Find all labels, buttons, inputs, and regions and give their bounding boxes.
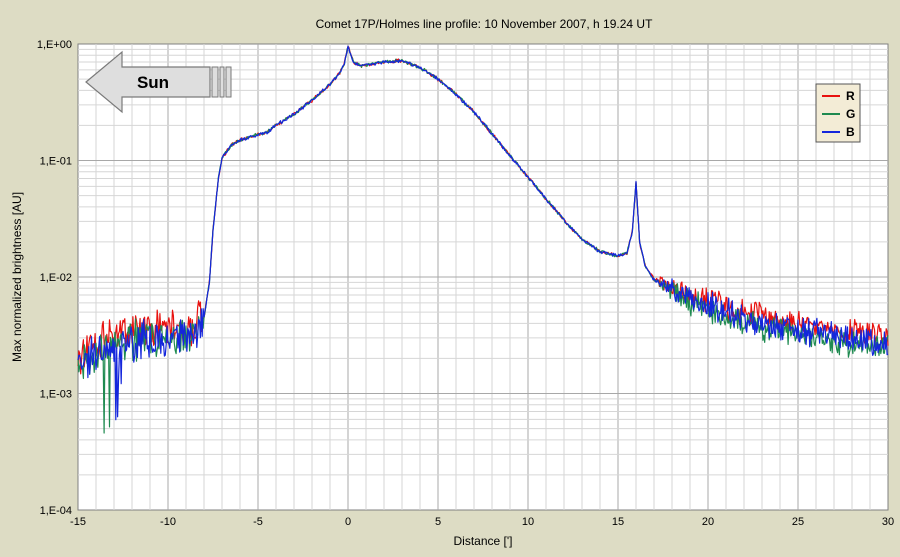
sun-arrow-stripe (211, 66, 219, 98)
x-tick-label: 30 (882, 516, 894, 528)
legend-label: B (846, 125, 855, 139)
legend-label: G (846, 107, 855, 121)
y-tick-label: 1,E-01 (40, 156, 72, 168)
x-tick-label: 5 (435, 516, 441, 528)
x-tick-labels: -15 -10 -5 0 5 10 15 20 25 30 (70, 516, 894, 528)
x-tick-label: 10 (522, 516, 534, 528)
sun-arrow-stripe (225, 66, 232, 98)
x-tick-label: 25 (792, 516, 804, 528)
chart-title: Comet 17P/Holmes line profile: 10 Novemb… (316, 17, 654, 31)
x-tick-label: 0 (345, 516, 351, 528)
series-line-b (77, 45, 889, 421)
series-layer (77, 45, 889, 434)
y-axis-label: Max normalized brightness [AU] (10, 192, 24, 362)
sun-label: Sun (137, 73, 169, 92)
legend-label: R (846, 89, 855, 103)
sun-direction-arrow: Sun (85, 50, 232, 114)
x-tick-label: 15 (612, 516, 624, 528)
y-tick-label: 1,E-04 (40, 505, 72, 517)
x-axis-label: Distance ['] (454, 534, 513, 548)
y-tick-label: 1,E-03 (40, 389, 72, 401)
y-tick-label: 1,E+00 (37, 39, 72, 51)
x-tick-label: -10 (160, 516, 176, 528)
y-tick-label: 1,E-02 (40, 272, 72, 284)
sun-arrow-stripe (219, 66, 225, 98)
x-tick-label: -15 (70, 516, 86, 528)
y-tick-labels: 1,E+00 1,E-01 1,E-02 1,E-03 1,E-04 (37, 39, 72, 517)
x-tick-label: 20 (702, 516, 714, 528)
x-tick-label: -5 (253, 516, 263, 528)
legend: RGB (815, 83, 861, 143)
sun-arrow-icon (85, 50, 211, 114)
